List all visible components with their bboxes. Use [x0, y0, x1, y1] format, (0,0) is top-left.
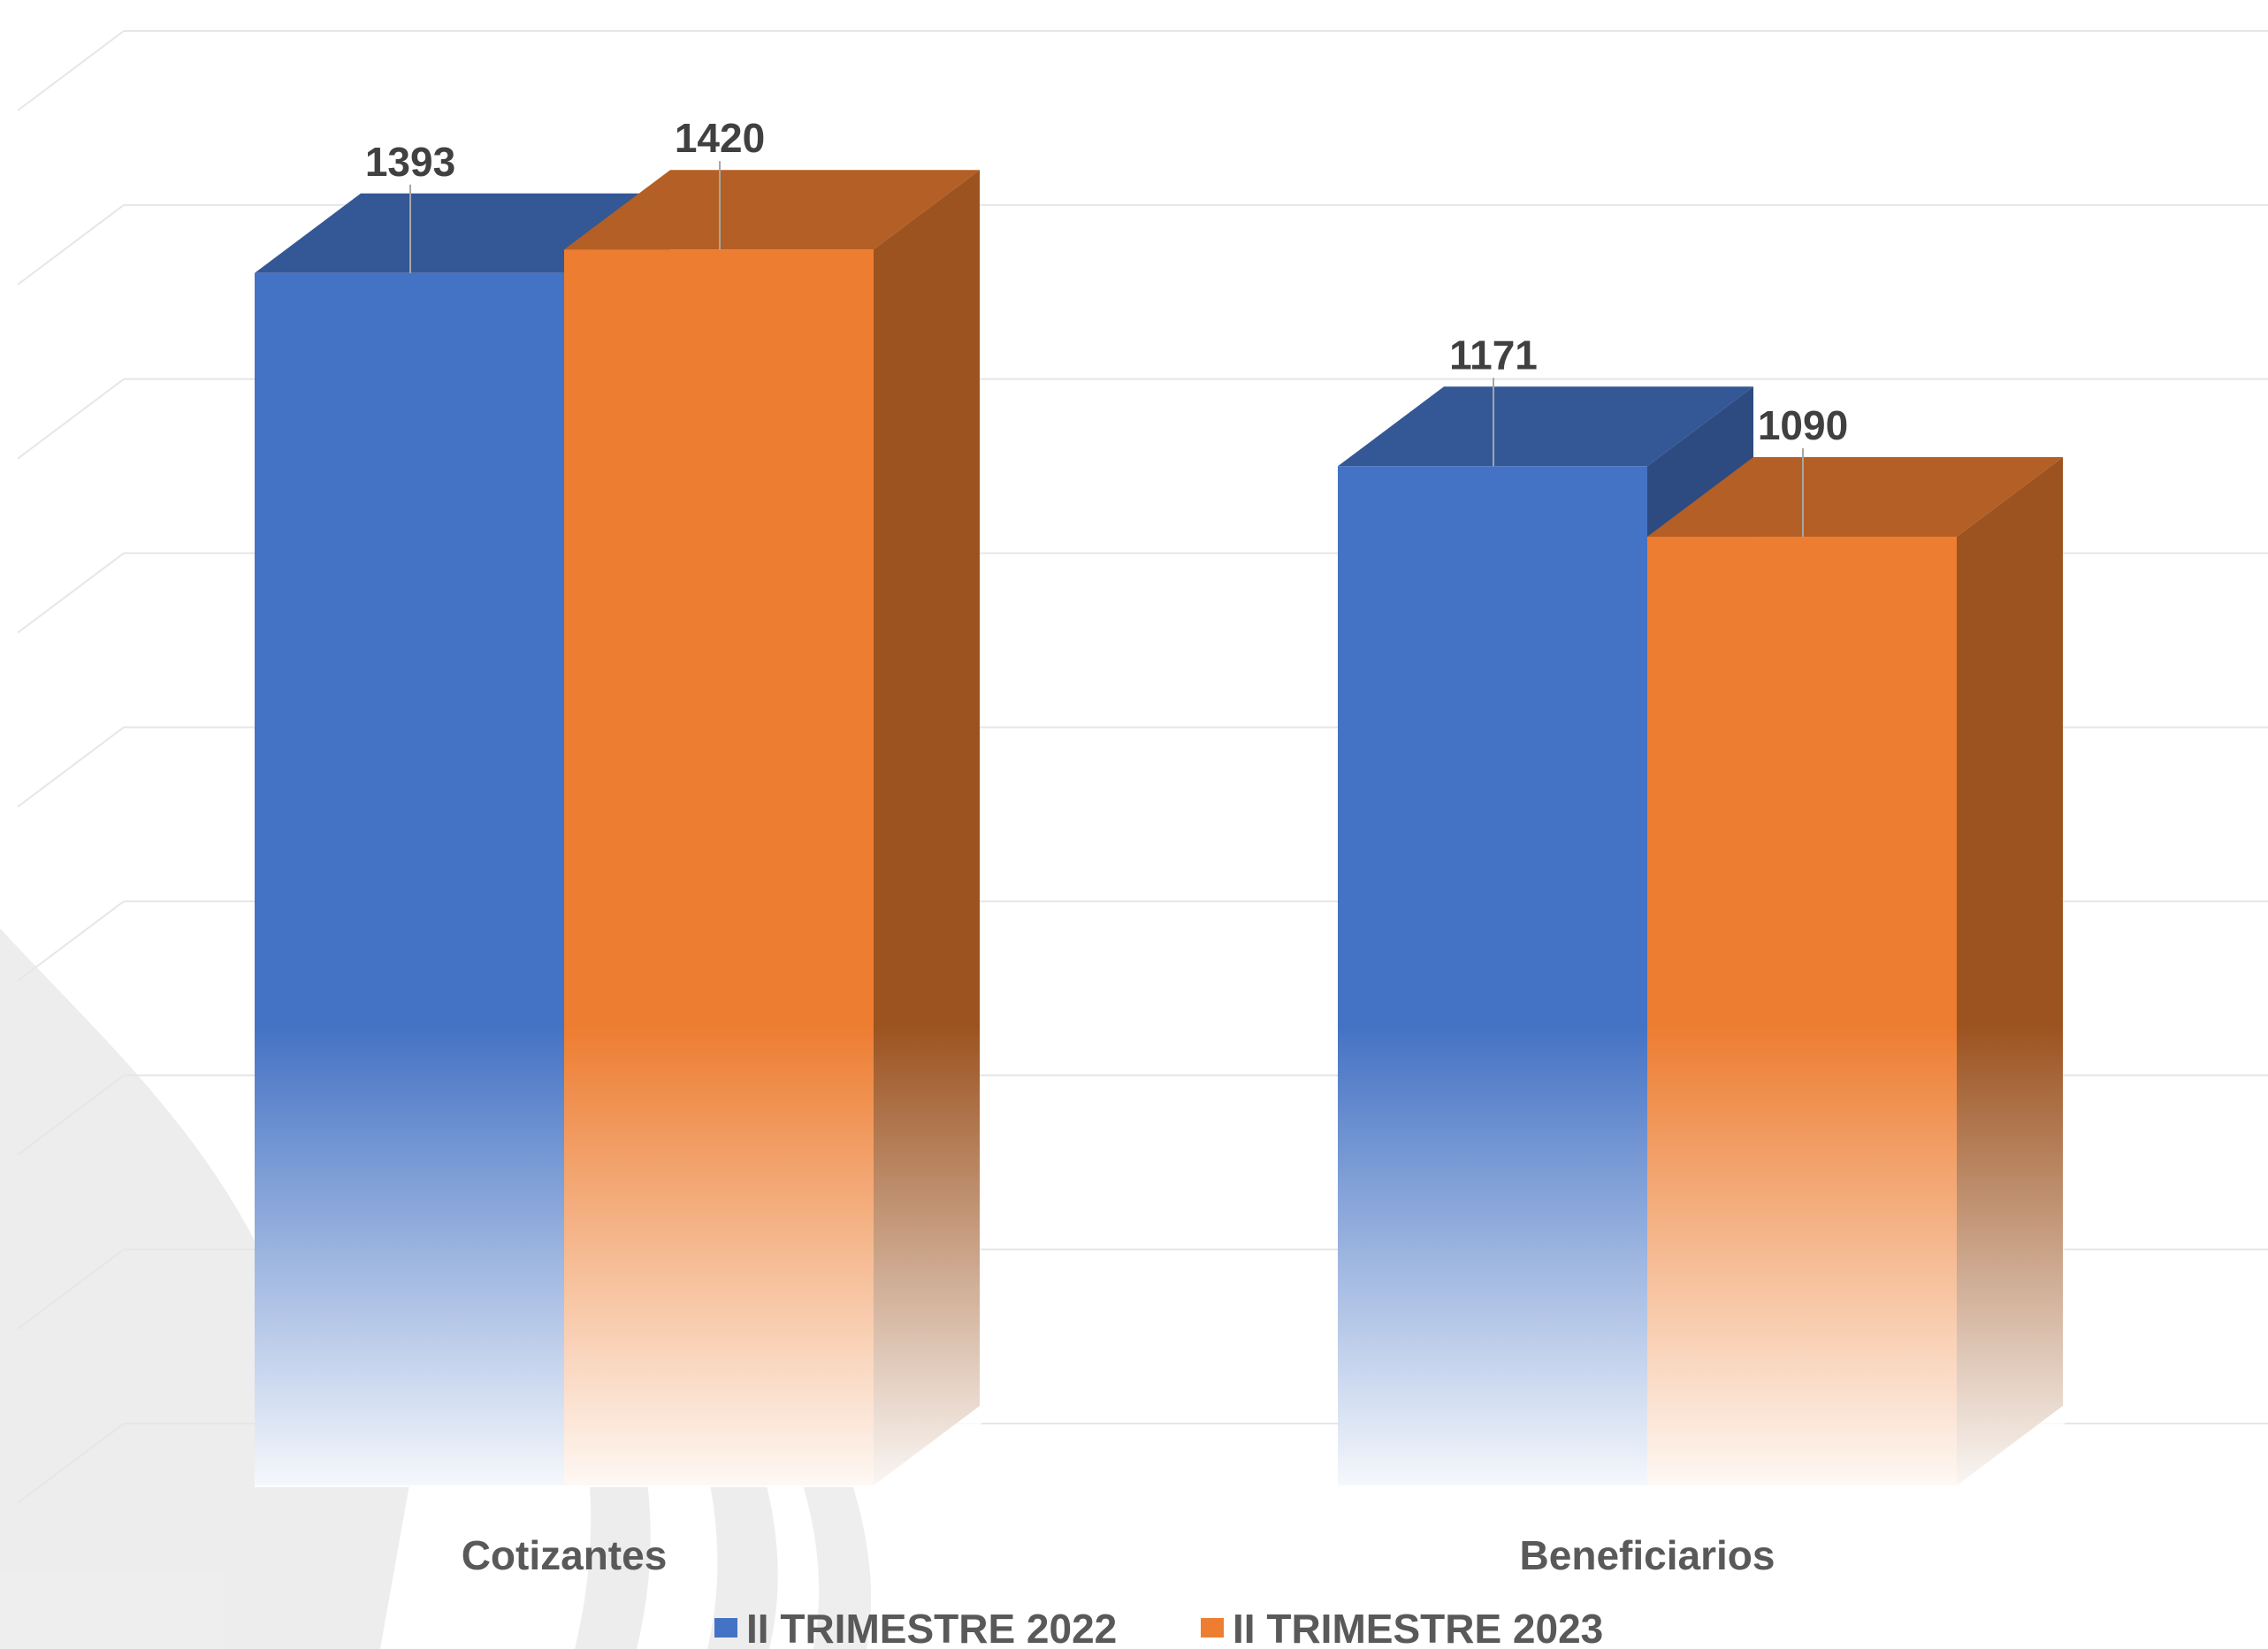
bar-top [1647, 457, 2063, 538]
bar-top [1338, 386, 1753, 467]
gridline-depth [17, 1074, 125, 1157]
legend-item: II TRIMESTRE 2022 [714, 1606, 1117, 1649]
legend: II TRIMESTRE 2022 II TRIMESTRE 2023 [714, 1606, 1603, 1649]
gridline-depth [17, 1248, 125, 1330]
data-label: 1420 [675, 115, 765, 161]
data-labels: 1393 1420 1171 1090 [365, 115, 1848, 538]
category-label: Cotizantes [462, 1532, 668, 1578]
legend-swatch [714, 1618, 737, 1638]
bar-fade [564, 1026, 981, 1487]
gridline-depth [17, 1423, 125, 1504]
bar-cotizantes-2 [564, 170, 981, 1487]
bar-beneficiarios-2 [1647, 457, 2065, 1487]
gridline-depth [17, 204, 125, 286]
category-label: Beneficiarios [1520, 1532, 1775, 1578]
gridline-depth [17, 552, 125, 634]
gridline-depth [17, 900, 125, 982]
legend-label: II TRIMESTRE 2022 [746, 1606, 1117, 1649]
data-label: 1171 [1449, 332, 1538, 378]
data-label: 1090 [1758, 402, 1848, 448]
bar-top [564, 170, 980, 250]
legend-item: II TRIMESTRE 2023 [1201, 1606, 1603, 1649]
gridline-depth [17, 726, 125, 808]
legend-label: II TRIMESTRE 2023 [1233, 1606, 1603, 1649]
bars [255, 170, 2065, 1487]
gridline-depth [17, 378, 125, 460]
legend-swatch [1201, 1618, 1224, 1638]
bar-fade [1647, 1026, 2065, 1487]
gridline-depth [17, 30, 125, 111]
category-axis: Cotizantes Beneficiarios [462, 1532, 1775, 1578]
data-label: 1393 [365, 139, 455, 185]
